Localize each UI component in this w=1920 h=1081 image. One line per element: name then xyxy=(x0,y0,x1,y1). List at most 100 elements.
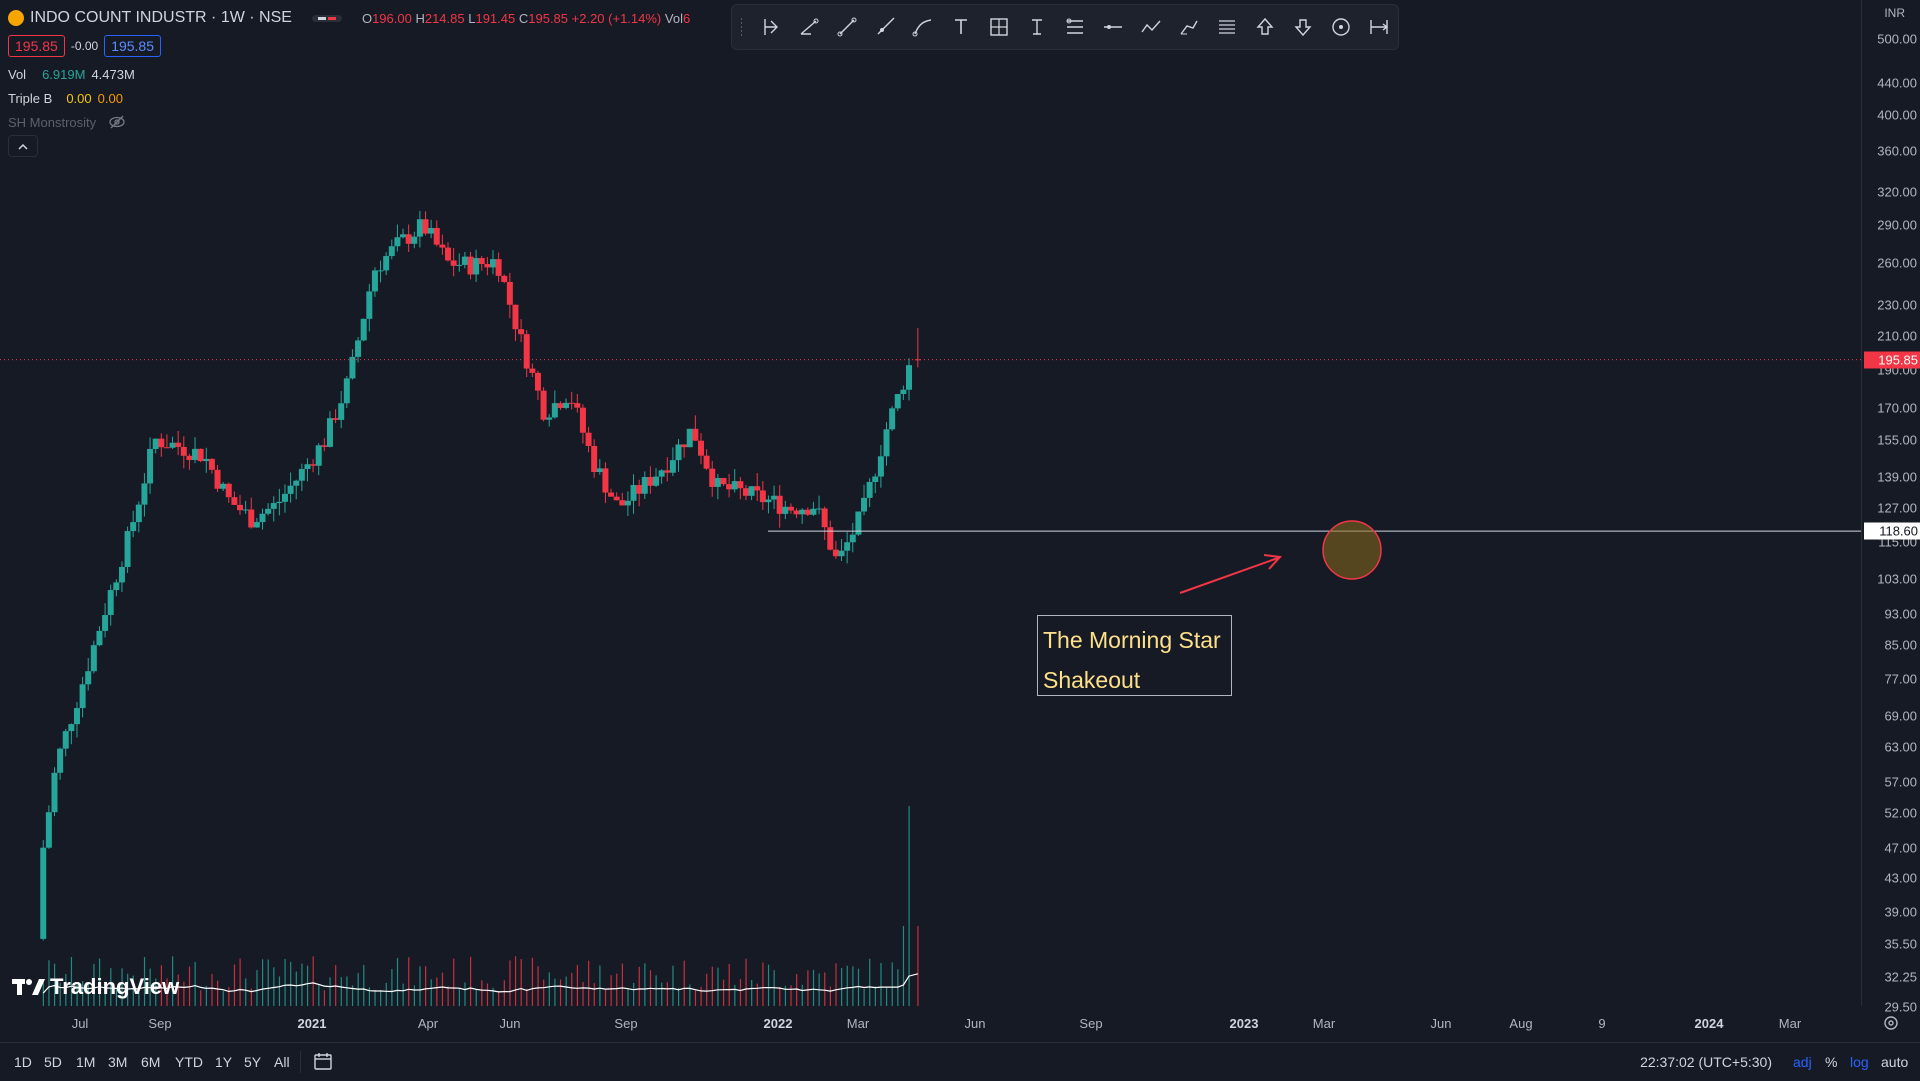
volume-bar xyxy=(391,969,393,1006)
currency-label[interactable]: INR xyxy=(1884,6,1905,20)
trendline-tool-button[interactable] xyxy=(828,8,866,46)
timeframe-1m-button[interactable]: 1M xyxy=(76,1054,96,1070)
chevron-up-icon xyxy=(18,143,28,150)
zigzag-tool-button[interactable] xyxy=(1132,8,1170,46)
timeframe-5d-button[interactable]: 5D xyxy=(44,1054,62,1070)
arrow-up-tool-button[interactable] xyxy=(1246,8,1284,46)
candle-body xyxy=(512,304,519,330)
candle-body xyxy=(383,256,390,271)
volume-bar xyxy=(110,968,112,1006)
timeframe-1d-button[interactable]: 1D xyxy=(14,1054,32,1070)
candle-body xyxy=(658,470,665,477)
collapse-legend-button[interactable] xyxy=(8,135,38,157)
candle-body xyxy=(158,438,165,448)
timeframe-ytd-button[interactable]: YTD xyxy=(175,1054,203,1070)
sell-price-box[interactable]: 195.85 xyxy=(8,35,65,57)
candle-body xyxy=(551,403,558,418)
date-range-tool-button[interactable] xyxy=(1360,8,1398,46)
candle-body xyxy=(57,748,64,773)
price-scale[interactable]: INR 500.00 440.00 400.00 360.00 320.00 290.00… xyxy=(1861,0,1920,1015)
volume-bar xyxy=(98,958,101,1006)
volume-bar xyxy=(200,990,202,1006)
candle-body xyxy=(585,432,592,446)
volume-bar xyxy=(87,982,89,1006)
hidden-eye-icon[interactable] xyxy=(108,115,126,129)
volume-bar xyxy=(273,967,275,1006)
auto-button[interactable]: auto xyxy=(1881,1054,1909,1070)
price-chart[interactable] xyxy=(0,0,1861,1006)
annotation-text-box[interactable]: The Morning Star Shakeout xyxy=(1037,615,1232,696)
candle-body xyxy=(748,486,755,496)
measure-grid-tool-button[interactable] xyxy=(980,8,1018,46)
volume-bar xyxy=(430,979,432,1006)
candle-body xyxy=(79,684,86,709)
time-tick: 2023 xyxy=(1229,1016,1259,1031)
candle-body xyxy=(675,444,682,461)
volume-bar xyxy=(166,978,168,1006)
price-tick: 52.00 xyxy=(1884,805,1917,821)
price-tick: 29.50 xyxy=(1884,999,1917,1015)
text-tool-button[interactable] xyxy=(942,8,980,46)
candle-body xyxy=(270,503,277,509)
volume-bar xyxy=(880,962,882,1006)
go-to-date-button[interactable] xyxy=(312,1051,334,1073)
timeframe-all-button[interactable]: All xyxy=(274,1054,290,1070)
candle-body xyxy=(664,470,671,473)
path-icon xyxy=(912,19,932,37)
candle-body xyxy=(102,615,109,631)
market-status-icon[interactable] xyxy=(311,14,342,22)
brush-tool-button[interactable] xyxy=(1170,8,1208,46)
candle-body xyxy=(355,340,362,357)
volume-bar xyxy=(408,957,410,1006)
arrow-down-tool-button[interactable] xyxy=(1284,8,1322,46)
timeframe-1y-button[interactable]: 1Y xyxy=(215,1054,233,1070)
volume-bar xyxy=(233,964,236,1006)
time-axis[interactable]: Jul Sep 2021 Apr Jun Sep 2022 Mar Jun Sep 2023 Mar J… xyxy=(0,1006,1861,1042)
volume-bar xyxy=(458,987,460,1006)
trend-angle-tool-button[interactable] xyxy=(790,8,828,46)
long-short-tool-button[interactable] xyxy=(752,8,790,46)
percent-button[interactable]: % xyxy=(1825,1054,1838,1070)
ray-tool-button[interactable] xyxy=(866,8,904,46)
timeframe-6m-button[interactable]: 6M xyxy=(141,1054,161,1070)
adj-button[interactable]: adj xyxy=(1793,1054,1812,1070)
candle-body xyxy=(332,418,339,420)
indicator-triple-b[interactable]: Triple B 0.00 0.00 xyxy=(8,90,123,106)
volume-bar xyxy=(526,988,528,1006)
timeframe-5y-button[interactable]: 5Y xyxy=(244,1054,262,1070)
price-tick: 170.00 xyxy=(1877,400,1917,416)
volume-bar xyxy=(396,957,399,1006)
candle-body xyxy=(557,403,564,408)
indicator-vol[interactable]: Vol 6.919M 4.473M xyxy=(8,66,135,82)
symbol-title[interactable]: INDO COUNT INDUSTR · 1W · NSE xyxy=(30,9,292,26)
candle-body xyxy=(602,468,609,493)
circle-tool-button[interactable] xyxy=(1322,8,1360,46)
volume-bar xyxy=(65,973,67,1006)
candle-body xyxy=(310,464,317,466)
volume-bar xyxy=(559,979,562,1006)
candle-body xyxy=(349,356,356,379)
lines-tool-button[interactable] xyxy=(1208,8,1246,46)
volume-bar xyxy=(368,987,371,1006)
candle-body xyxy=(130,522,137,532)
tradingview-logo[interactable]: TradingView xyxy=(12,974,179,1000)
indicator-sh-monstrosity[interactable]: SH Monstrosity xyxy=(8,110,690,134)
fib-tool-button[interactable] xyxy=(1056,8,1094,46)
timezone-settings-icon[interactable] xyxy=(1882,1014,1900,1032)
volume-bar xyxy=(835,963,837,1006)
volume-bar xyxy=(565,976,567,1006)
log-button[interactable]: log xyxy=(1850,1054,1869,1070)
candle-body xyxy=(563,402,570,408)
anchored-text-tool-button[interactable] xyxy=(1018,8,1056,46)
chart-canvas[interactable] xyxy=(0,0,1861,1006)
path-tool-button[interactable] xyxy=(904,8,942,46)
volume-bar xyxy=(593,983,595,1006)
timeframe-3m-button[interactable]: 3M xyxy=(108,1054,128,1070)
toolbar-drag-handle-icon[interactable] xyxy=(740,17,742,37)
volume-bar xyxy=(886,987,888,1006)
volume-bar xyxy=(767,964,770,1006)
time-tick: Jun xyxy=(1430,1016,1452,1031)
horizontal-line-tool-button[interactable] xyxy=(1094,8,1132,46)
buy-price-box[interactable]: 195.85 xyxy=(104,35,162,57)
clock[interactable]: 22:37:02 (UTC+5:30) xyxy=(1640,1054,1772,1070)
